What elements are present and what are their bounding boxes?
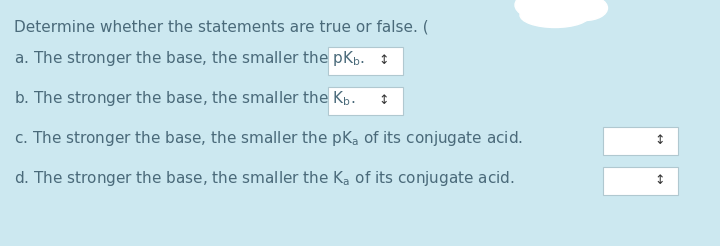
Text: ↕: ↕ (654, 135, 665, 148)
Ellipse shape (520, 2, 590, 28)
Text: ↕: ↕ (654, 174, 665, 187)
Bar (603, 167, 678, 195)
Bar (603, 127, 678, 155)
Ellipse shape (540, 0, 590, 14)
Text: b. The stronger the base, the smaller the $\mathregular{K_b}$.: b. The stronger the base, the smaller th… (14, 89, 356, 108)
Text: c. The stronger the base, the smaller the $\mathregular{pK_a}$ of its conjugate : c. The stronger the base, the smaller th… (14, 128, 523, 148)
Ellipse shape (562, 0, 608, 20)
Text: ↕: ↕ (379, 55, 389, 67)
Text: Determine whether the statements are true or false. (: Determine whether the statements are tru… (14, 20, 428, 35)
Text: ↕: ↕ (379, 94, 389, 108)
Bar (328, 47, 402, 75)
Text: d. The stronger the base, the smaller the $\mathregular{K_a}$ of its conjugate a: d. The stronger the base, the smaller th… (14, 169, 515, 187)
Text: a. The stronger the base, the smaller the $\mathregular{pK_b}$.: a. The stronger the base, the smaller th… (14, 48, 365, 67)
Bar (328, 87, 402, 115)
Ellipse shape (515, 0, 575, 20)
